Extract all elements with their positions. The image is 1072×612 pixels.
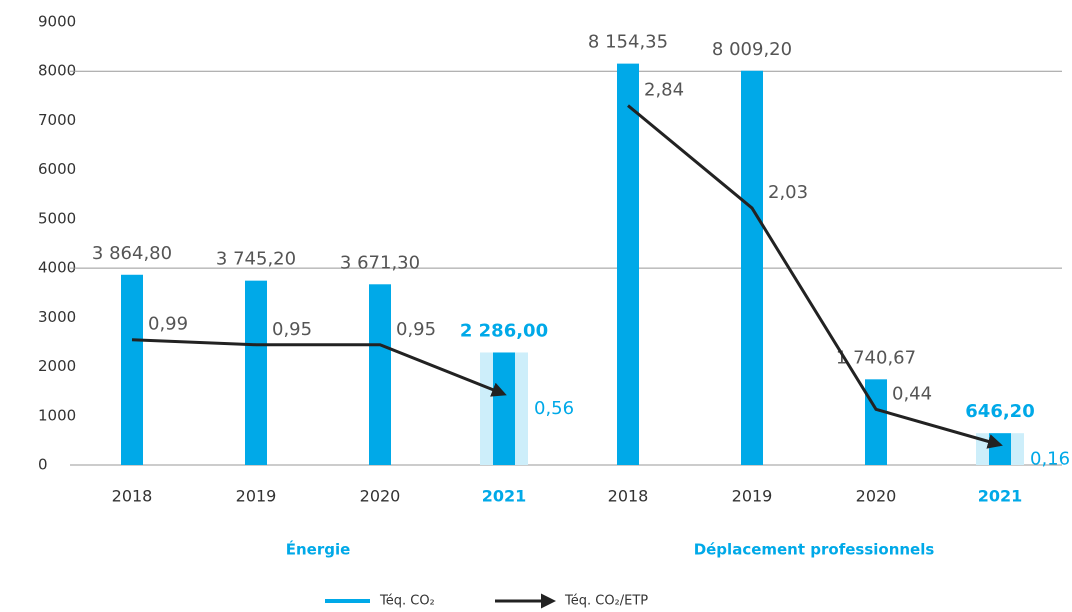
y-tick-label: 8000 <box>38 62 76 80</box>
x-tick-label: 2018 <box>608 487 649 506</box>
line-value-label: 0,56 <box>534 398 574 419</box>
line-value-label: 2,84 <box>644 80 684 101</box>
bar <box>245 280 267 465</box>
y-tick-label: 5000 <box>38 209 76 227</box>
y-tick-label: 9000 <box>38 13 76 31</box>
bar-value-label: 3 864,80 <box>92 243 172 264</box>
bar-value-label: 3 671,30 <box>340 252 420 273</box>
line-value-label: 0,99 <box>148 314 188 335</box>
line-value-label: 2,03 <box>768 182 808 203</box>
bar <box>121 274 143 465</box>
y-tick-label: 4000 <box>38 259 76 277</box>
bar <box>989 433 1011 465</box>
y-tick-label: 0 <box>38 456 48 474</box>
bar <box>369 284 391 465</box>
x-tick-label: 2020 <box>360 487 401 506</box>
y-tick-label: 3000 <box>38 308 76 326</box>
y-tick-label: 7000 <box>38 111 76 129</box>
bar <box>865 379 887 465</box>
x-tick-label: 2018 <box>112 487 153 506</box>
bar-value-label: 3 745,20 <box>216 249 296 270</box>
line-value-label: 0,44 <box>892 383 932 404</box>
x-tick-label: 2019 <box>236 487 277 506</box>
line-value-label: 0,95 <box>272 319 312 340</box>
line <box>627 104 1003 449</box>
x-tick-label: 2021 <box>482 487 527 506</box>
y-tick-label: 1000 <box>38 406 76 424</box>
bar-value-label: 8 154,35 <box>588 32 668 53</box>
bar-value-label: 1 740,67 <box>836 347 916 368</box>
bar <box>741 70 763 465</box>
bar <box>493 352 515 465</box>
bar-value-label: 2 286,00 <box>460 320 548 341</box>
x-tick-label: 2020 <box>856 487 897 506</box>
legend-label: Téq. CO₂ <box>379 594 435 609</box>
y-tick-label: 6000 <box>38 160 76 178</box>
group-label: Déplacement professionnels <box>694 541 935 559</box>
bar-value-label: 646,20 <box>965 401 1034 422</box>
group-label: Énergie <box>286 540 351 559</box>
y-tick-label: 2000 <box>38 357 76 375</box>
line-value-label: 0,16 <box>1030 449 1070 470</box>
line-value-label: 0,95 <box>396 319 436 340</box>
bar-value-label: 8 009,20 <box>712 39 792 60</box>
line <box>131 338 507 397</box>
x-tick-label: 2019 <box>732 487 773 506</box>
x-tick-label: 2021 <box>978 487 1023 506</box>
legend-label: Téq. CO₂/ETP <box>564 594 648 609</box>
bar <box>617 63 639 466</box>
